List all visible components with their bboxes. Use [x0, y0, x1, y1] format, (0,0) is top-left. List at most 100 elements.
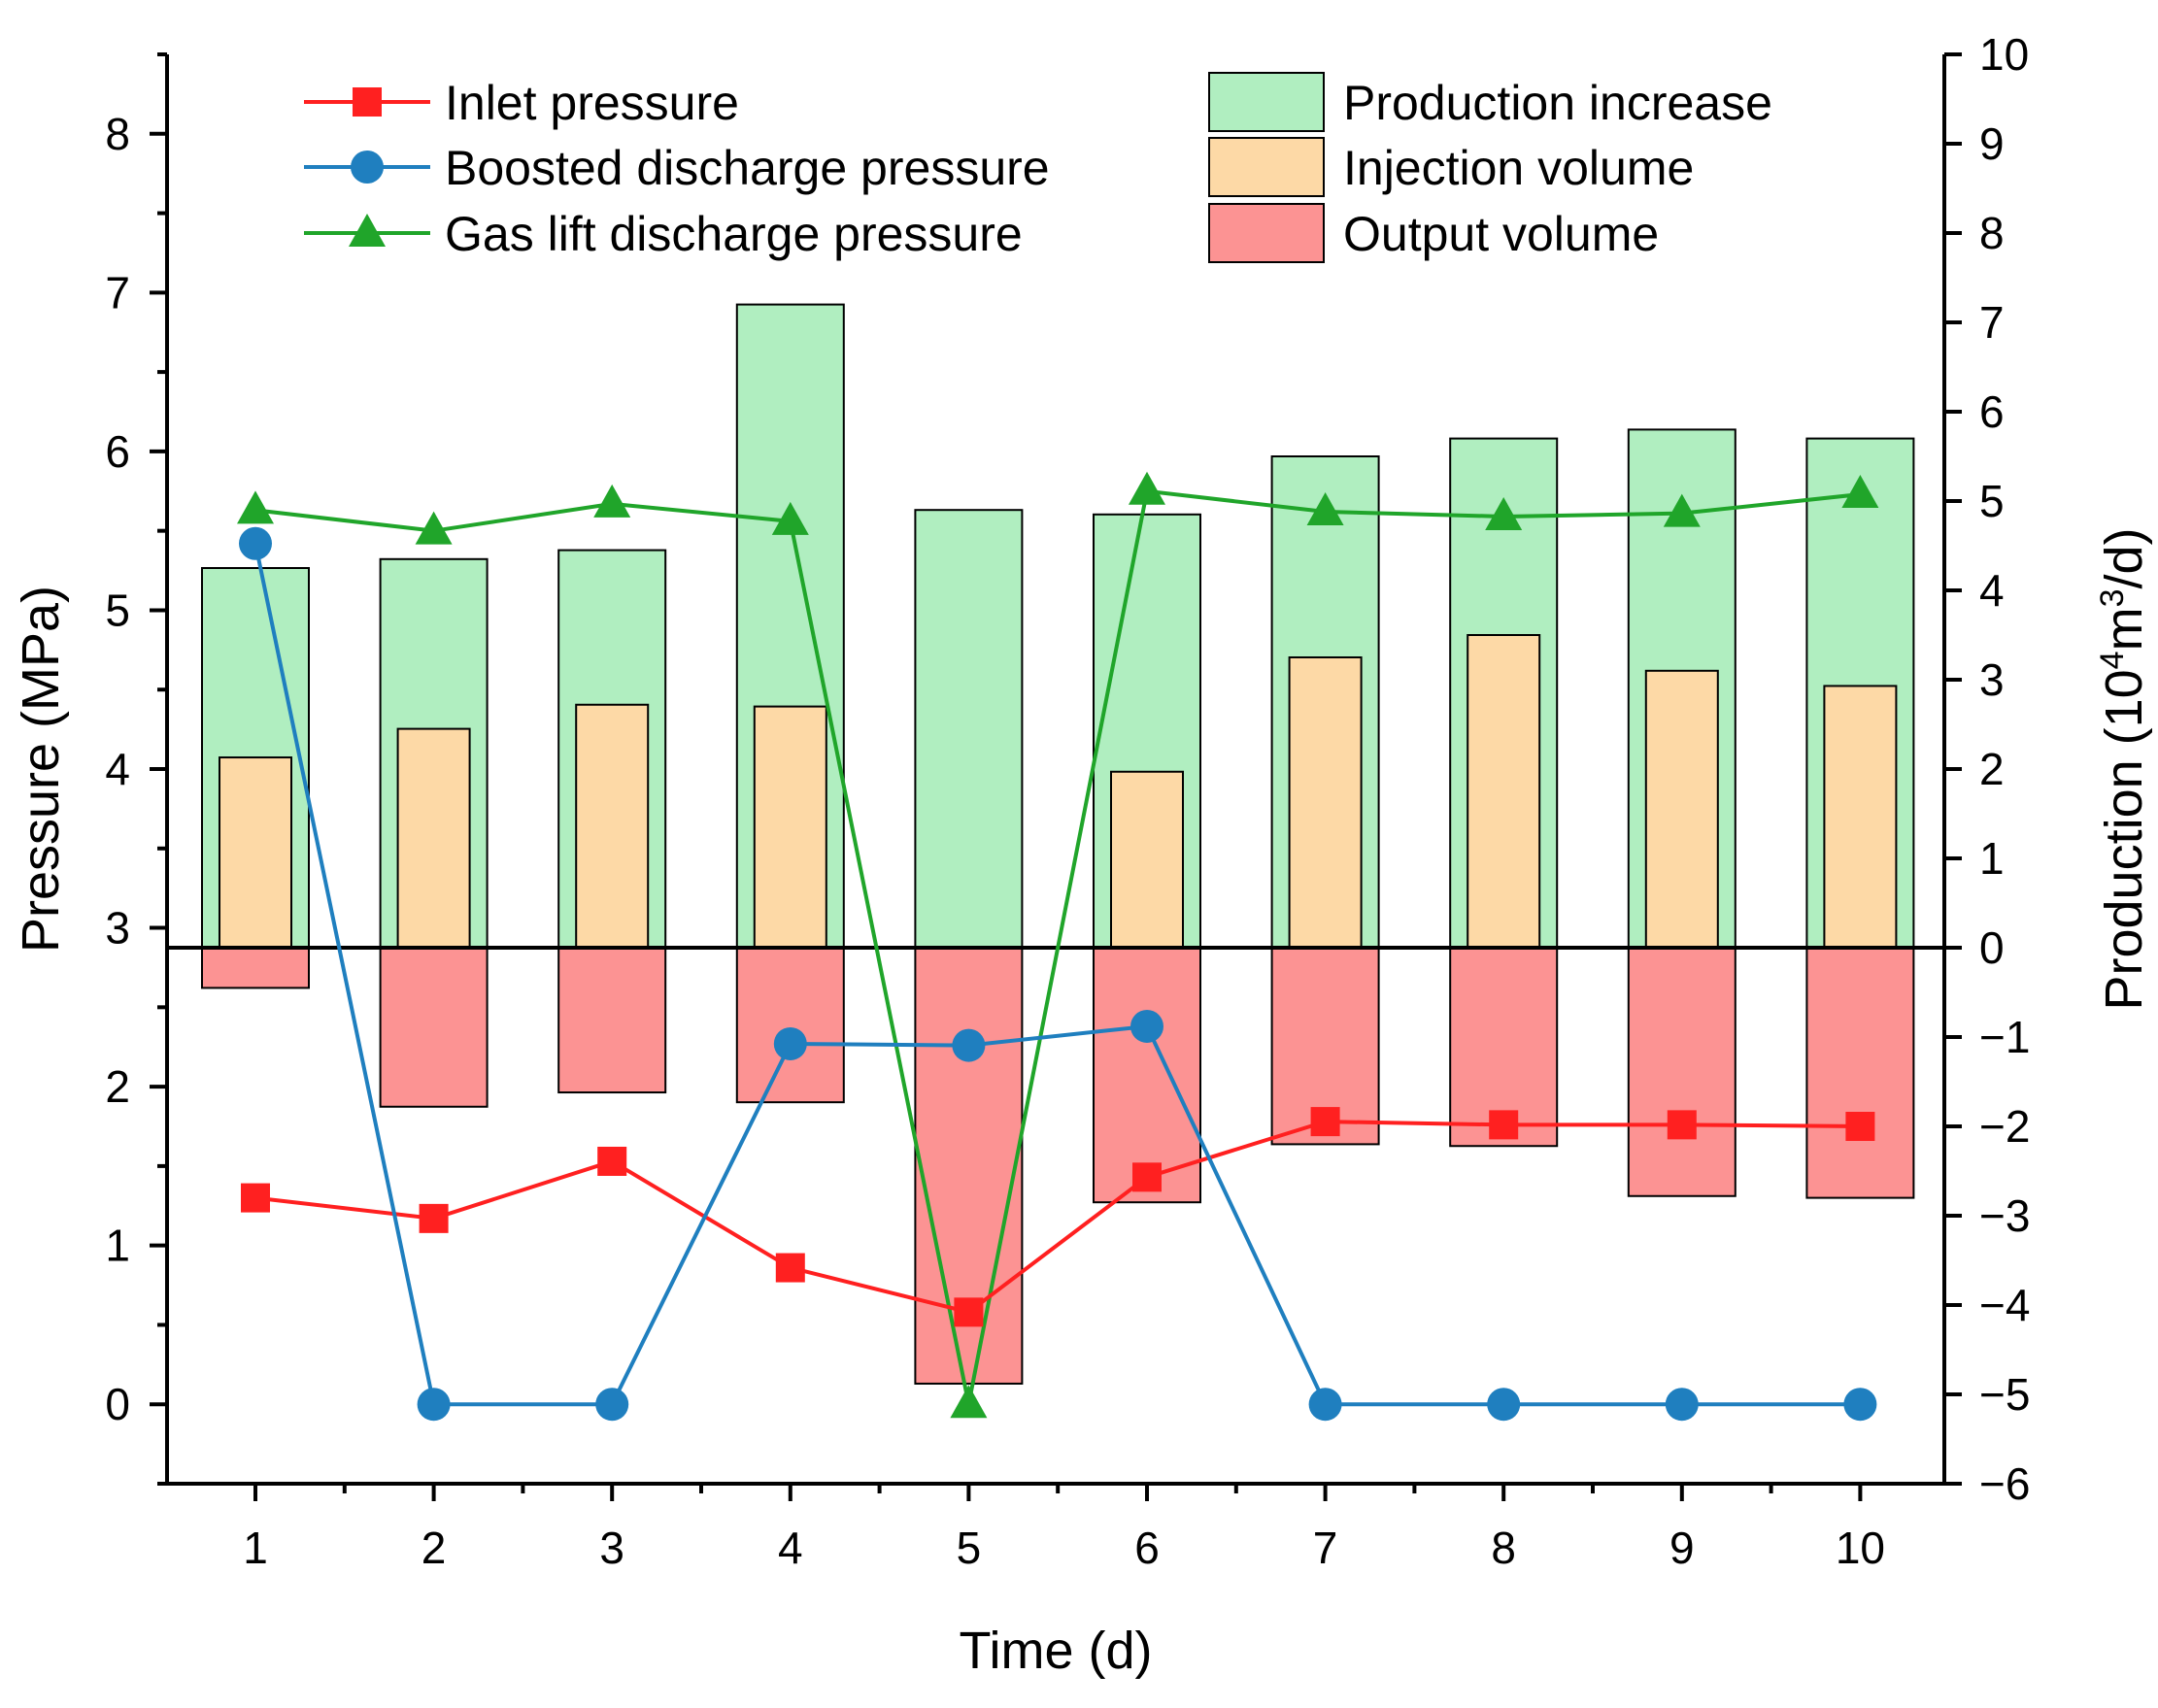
marker-gas-lift-discharge-pressure [237, 490, 274, 524]
marker-inlet-pressure [419, 1203, 449, 1233]
marker-inlet-pressure [597, 1146, 627, 1176]
x-tick-label: 3 [599, 1523, 624, 1573]
left-tick-label: 4 [105, 744, 130, 794]
right-axis-title-sup2: 3 [2094, 588, 2131, 607]
bar-injection-volume [219, 756, 292, 949]
marker-gas-lift-discharge-pressure [771, 501, 809, 535]
right-tick-label: 7 [1979, 297, 2005, 348]
line-gas-lift-discharge-pressure [254, 488, 1861, 1405]
marker-inlet-pressure [1667, 1110, 1697, 1140]
right-tick-label: −1 [1979, 1012, 2030, 1062]
legend-marker-boosted-discharge-pressure [351, 151, 384, 184]
right-axis-title-part2: m [2095, 607, 2153, 651]
marker-gas-lift-discharge-pressure [1129, 471, 1165, 505]
line-boosted-discharge-pressure [253, 543, 1861, 1407]
legend-label-gas-lift-discharge-pressure: Gas lift discharge pressure [445, 207, 1023, 261]
right-tick-label: 8 [1979, 208, 2005, 258]
bars-layer [201, 303, 1915, 1385]
x-tick-label: 9 [1669, 1523, 1695, 1573]
right-axis-title-sup1: 4 [2094, 651, 2131, 669]
bar-injection-volume [575, 703, 650, 950]
right-tick-label: −5 [1979, 1369, 2030, 1420]
marker-inlet-pressure [241, 1183, 270, 1213]
marker-boosted-discharge-pressure [239, 526, 272, 560]
line-inlet-pressure [254, 1120, 1861, 1315]
legend-label-injection-volume: Injection volume [1343, 141, 1694, 195]
bar-injection-volume [1467, 634, 1541, 949]
marker-inlet-pressure [954, 1297, 984, 1327]
marker-boosted-discharge-pressure [952, 1028, 986, 1062]
right-tick-label: −6 [1979, 1458, 2030, 1509]
marker-boosted-discharge-pressure [1130, 1009, 1163, 1043]
marker-inlet-pressure [775, 1253, 805, 1283]
bar-output-volume [1627, 947, 1737, 1197]
lines-layer [237, 471, 1879, 1422]
right-axis-title: Production (104m3/d) [2094, 527, 2153, 1010]
bar-injection-volume [1823, 685, 1898, 949]
right-tick-label: 6 [1979, 386, 2005, 437]
x-tick-label: 8 [1491, 1523, 1516, 1573]
bar-output-volume [379, 947, 489, 1108]
marker-inlet-pressure [1845, 1112, 1875, 1141]
right-axis-title-part3: /d) [2095, 527, 2153, 588]
marker-inlet-pressure [1132, 1162, 1162, 1192]
marker-inlet-pressure [1489, 1110, 1519, 1140]
bar-injection-volume [1288, 656, 1363, 949]
x-tick-label: 5 [957, 1523, 982, 1573]
bar-injection-volume [753, 705, 827, 949]
marker-inlet-pressure [1310, 1107, 1340, 1137]
marker-boosted-discharge-pressure [1308, 1388, 1342, 1422]
marker-gas-lift-discharge-pressure [415, 511, 453, 545]
x-axis-title: Time (d) [960, 1622, 1153, 1680]
marker-boosted-discharge-pressure [773, 1026, 807, 1060]
marker-boosted-discharge-pressure [595, 1388, 629, 1422]
left-tick-label: 6 [105, 426, 130, 477]
bar-injection-volume [1644, 669, 1719, 949]
bar-output-volume [557, 947, 667, 1094]
legend-swatch-output-volume [1208, 203, 1325, 263]
marker-gas-lift-discharge-pressure [1485, 496, 1523, 530]
left-axis-title: Pressure (MPa) [12, 586, 70, 953]
marker-gas-lift-discharge-pressure [1663, 493, 1701, 527]
marker-boosted-discharge-pressure [1487, 1388, 1521, 1422]
right-tick-label: 9 [1979, 118, 2005, 169]
right-axis-ticks: −6 −5 −4 −3 −2 −1 0 1 2 3 4 5 6 7 8 9 10 [1944, 29, 2030, 1509]
left-tick-label: 0 [105, 1379, 130, 1429]
legend: Inlet pressure Boosted discharge pressure… [304, 72, 1772, 263]
legend-swatch-production-increase [1208, 72, 1325, 132]
x-tick-label: 6 [1134, 1523, 1160, 1573]
legend-marker-gas-lift-discharge-pressure [349, 214, 386, 247]
marker-boosted-discharge-pressure [1665, 1388, 1699, 1422]
legend-label-output-volume: Output volume [1343, 207, 1659, 261]
left-tick-label: 2 [105, 1061, 130, 1112]
left-tick-label: 8 [105, 109, 130, 159]
bar-output-volume [1093, 947, 1201, 1204]
x-tick-label: 7 [1313, 1523, 1338, 1573]
right-tick-label: −2 [1979, 1101, 2030, 1152]
marker-gas-lift-discharge-pressure [950, 1385, 988, 1419]
right-tick-label: 0 [1979, 922, 2005, 973]
x-axis-ticks: 1 2 3 4 5 6 7 8 9 10 [243, 1484, 1885, 1573]
bar-output-volume [1805, 947, 1915, 1199]
right-axis-title-part1: Production (10 [2095, 669, 2153, 1010]
marker-gas-lift-discharge-pressure [1841, 475, 1879, 509]
x-tick-label: 10 [1836, 1523, 1885, 1573]
right-tick-label: −4 [1979, 1280, 2030, 1330]
left-tick-label: 7 [105, 267, 130, 318]
left-tick-label: 5 [105, 585, 130, 635]
left-tick-label: 1 [105, 1221, 130, 1271]
marker-boosted-discharge-pressure [417, 1388, 451, 1422]
bar-production-increase [914, 509, 1024, 949]
x-tick-label: 2 [421, 1523, 447, 1573]
legend-label-production-increase: Production increase [1343, 76, 1772, 130]
right-tick-label: 2 [1979, 744, 2005, 794]
left-tick-label: 3 [105, 903, 130, 954]
right-tick-label: 10 [1979, 29, 2029, 80]
bar-output-volume [201, 947, 310, 989]
x-tick-label: 1 [243, 1523, 268, 1573]
x-tick-label: 4 [778, 1523, 803, 1573]
left-axis-ticks: 0 1 2 3 4 5 6 7 8 [105, 52, 167, 1486]
marker-boosted-discharge-pressure [1843, 1388, 1877, 1422]
legend-swatch-injection-volume [1208, 137, 1325, 197]
